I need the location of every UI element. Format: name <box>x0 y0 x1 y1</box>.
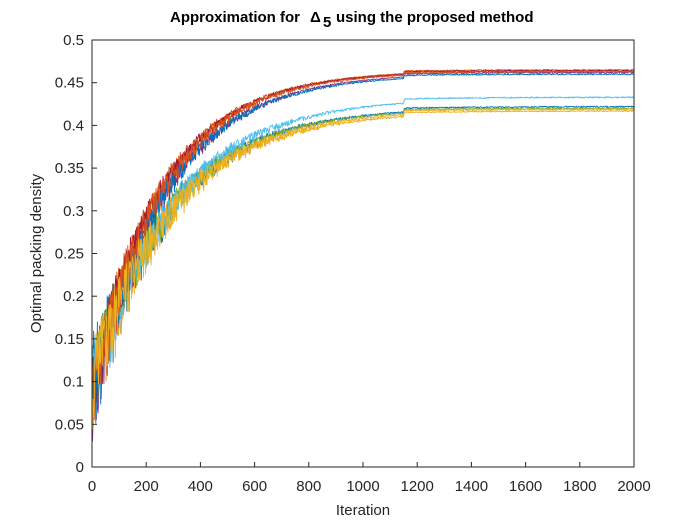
y-tick-label: 0.2 <box>63 288 84 305</box>
y-tick-label: 0.25 <box>55 246 84 263</box>
chart-title-text: Approximation for <box>170 9 300 26</box>
chart-title-subscript: 5 <box>323 14 331 31</box>
series-line-run-3 <box>91 109 635 402</box>
y-tick-label: 0.5 <box>63 32 84 49</box>
y-tick-label: 0.15 <box>55 331 84 348</box>
y-axis-label: Optimal packing density <box>28 173 45 333</box>
chart-title-symbol: Δ <box>310 9 321 26</box>
x-tick-label: 2000 <box>617 478 650 495</box>
series-line-run-6 <box>91 96 635 415</box>
plot-lines <box>91 68 635 442</box>
axes-frame <box>91 39 635 468</box>
y-axis: 0 0.05 0.1 0.15 0.2 0.25 0.3 0.35 0.4 0.45 0.5 <box>55 32 97 476</box>
y-tick-label: 0.3 <box>63 203 84 220</box>
x-tick-label: 1400 <box>455 478 488 495</box>
x-tick-label: 200 <box>134 478 159 495</box>
y-tick-label: 0.4 <box>63 117 84 134</box>
x-tick-label: 1600 <box>509 478 542 495</box>
x-tick-label: 1000 <box>346 478 379 495</box>
series-line-run-10 <box>91 108 635 430</box>
x-tick-label: 800 <box>296 478 321 495</box>
series-line-run-9 <box>91 70 635 421</box>
y-tick-label: 0.45 <box>55 75 84 92</box>
x-axis: 0 200 400 600 800 1000 1200 1400 1600 1800 2000 <box>88 462 651 495</box>
series-line-run-4 <box>91 71 635 442</box>
x-tick-label: 400 <box>188 478 213 495</box>
x-tick-label: 0 <box>88 478 96 495</box>
series-line-run-8 <box>91 73 635 424</box>
y-tick-label: 0 <box>76 459 84 476</box>
x-tick-label: 1800 <box>563 478 596 495</box>
x-axis-label: Iteration <box>336 502 390 519</box>
y-tick-label: 0.35 <box>55 160 84 177</box>
chart-title: Approximation for Δ 5 using the proposed… <box>170 9 534 31</box>
series-line-run-5 <box>91 107 635 405</box>
series-line-run-1 <box>91 105 635 405</box>
x-tick-label: 1200 <box>401 478 434 495</box>
chart-title-suffix: using the proposed method <box>336 9 534 26</box>
y-tick-label: 0.1 <box>63 374 84 391</box>
series-line-run-7 <box>91 69 635 420</box>
y-tick-label: 0.05 <box>55 416 84 433</box>
x-tick-label: 600 <box>242 478 267 495</box>
